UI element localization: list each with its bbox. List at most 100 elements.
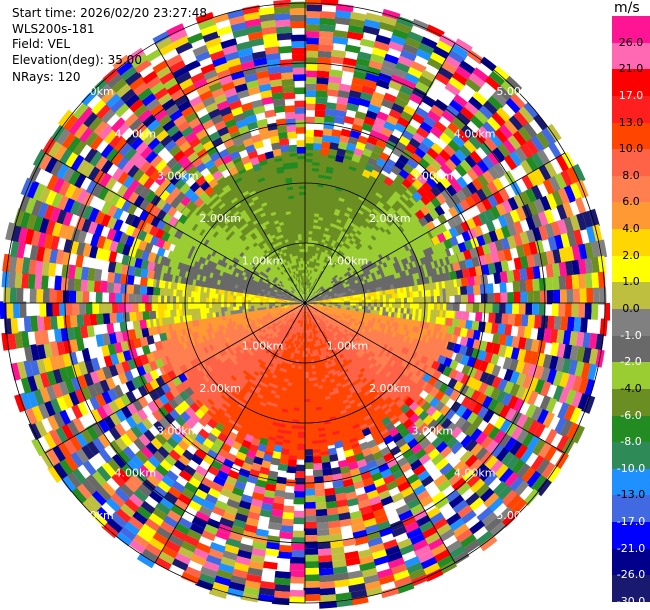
range-gate xyxy=(438,149,452,163)
range-gate xyxy=(305,191,312,196)
range-gate xyxy=(397,233,404,242)
range-gate xyxy=(303,594,321,602)
range-gate xyxy=(325,102,338,111)
range-gate xyxy=(303,548,319,555)
range-gate xyxy=(305,212,311,217)
range-gate xyxy=(412,132,426,145)
range-gate xyxy=(315,515,329,523)
range-gate xyxy=(371,196,380,204)
range-gate xyxy=(358,159,369,167)
range-gate xyxy=(406,198,416,208)
range-gate xyxy=(305,188,312,193)
range-gate xyxy=(386,114,400,126)
range-gate xyxy=(338,83,353,93)
range-gate xyxy=(341,204,349,211)
range-gate xyxy=(315,90,329,98)
range-gate xyxy=(376,189,386,197)
range-gate xyxy=(335,186,343,192)
range-gate xyxy=(342,160,352,167)
range-gate xyxy=(410,152,423,165)
range-gate xyxy=(430,104,446,118)
range-gate xyxy=(380,232,388,240)
range-gate xyxy=(380,15,399,27)
range-gate xyxy=(311,282,314,287)
range-gate xyxy=(485,303,493,314)
range-gate xyxy=(538,277,547,292)
range-gate xyxy=(579,317,588,335)
range-gate xyxy=(346,171,356,178)
range-gate xyxy=(305,290,308,295)
range-gate xyxy=(382,193,391,201)
range-gate xyxy=(387,240,394,248)
range-gate xyxy=(465,303,473,313)
range-gate xyxy=(414,147,427,160)
range-gate xyxy=(369,188,378,196)
range-gate xyxy=(344,44,361,54)
range-gate xyxy=(308,239,312,244)
range-gate xyxy=(505,75,523,93)
range-gate xyxy=(439,132,453,146)
range-gate xyxy=(367,204,375,212)
range-gate xyxy=(303,561,319,569)
range-gate xyxy=(316,70,331,79)
range-gate xyxy=(434,72,452,87)
range-gate xyxy=(307,298,310,302)
range-gate xyxy=(415,48,433,62)
range-gate xyxy=(309,276,313,280)
range-gate xyxy=(527,314,536,329)
range-gate xyxy=(397,185,407,195)
range-gate xyxy=(486,283,494,295)
range-gate xyxy=(389,215,398,224)
range-gate xyxy=(484,137,499,153)
range-gate xyxy=(402,230,410,239)
range-gate xyxy=(367,157,379,168)
range-gate xyxy=(305,215,311,220)
range-gate xyxy=(337,141,349,151)
range-gate xyxy=(340,220,347,226)
range-gate xyxy=(388,232,396,240)
range-gate xyxy=(430,142,444,156)
range-gate xyxy=(305,293,308,298)
range-gate xyxy=(381,181,391,190)
range-gate xyxy=(350,159,360,167)
range-gate xyxy=(343,154,354,161)
range-gate xyxy=(342,214,350,221)
range-gate xyxy=(307,294,309,298)
range-gate xyxy=(338,212,345,219)
range-gate xyxy=(344,196,353,202)
range-gate xyxy=(363,198,372,206)
range-gate xyxy=(372,182,382,191)
range-gate xyxy=(311,294,315,298)
range-gate xyxy=(336,183,344,190)
range-gate xyxy=(398,207,407,216)
range-gate xyxy=(407,31,425,44)
range-gate xyxy=(322,128,334,137)
range-gate xyxy=(305,248,309,253)
range-gate xyxy=(414,106,430,120)
range-gate xyxy=(440,163,453,176)
range-gate xyxy=(313,246,318,251)
range-gate xyxy=(307,290,309,295)
range-gate xyxy=(311,286,314,290)
range-gate xyxy=(334,189,342,195)
range-gate xyxy=(305,209,311,214)
range-gate xyxy=(357,219,364,226)
range-gate xyxy=(393,190,403,199)
range-gate xyxy=(359,38,377,49)
range-gate xyxy=(310,248,314,253)
range-gate xyxy=(354,110,368,121)
range-gate xyxy=(305,155,314,160)
range-gate xyxy=(348,201,357,208)
range-gate xyxy=(461,185,473,199)
range-gate xyxy=(502,138,517,155)
range-gate xyxy=(357,208,365,216)
range-gate xyxy=(513,291,521,305)
range-gate xyxy=(398,225,406,233)
range-gate xyxy=(310,245,315,250)
range-gate xyxy=(309,260,312,265)
range-gate xyxy=(305,197,312,202)
range-gate xyxy=(347,96,361,106)
range-gate xyxy=(344,212,351,218)
range-gate xyxy=(466,168,480,182)
range-gate xyxy=(438,66,455,81)
